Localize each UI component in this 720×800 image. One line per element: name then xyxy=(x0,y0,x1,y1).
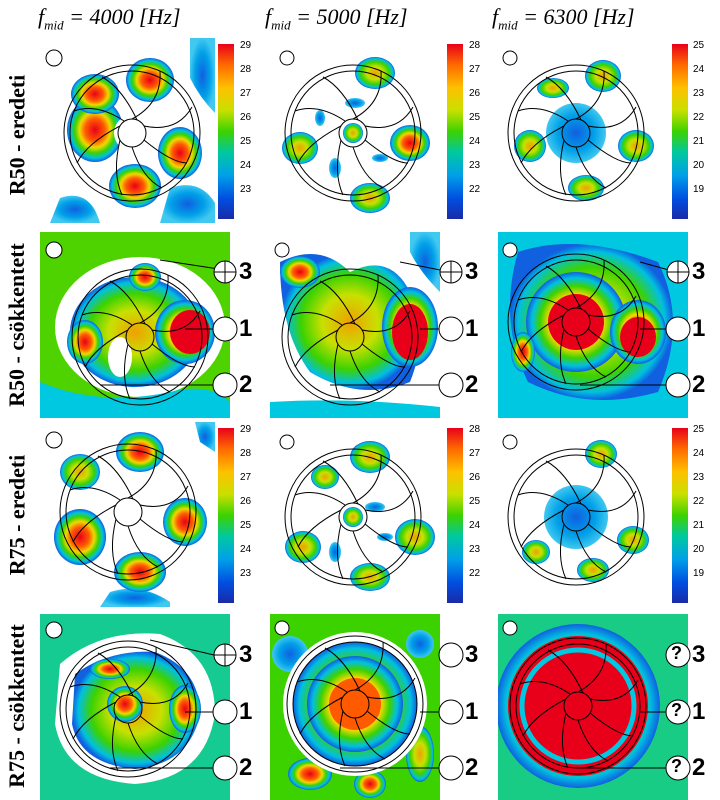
marker-circle-3 xyxy=(438,642,464,668)
plot-r50-eredeti-5000 xyxy=(275,38,445,223)
marker-label-1: 1 xyxy=(239,315,253,342)
colorbar-5000-row1 xyxy=(447,44,463,219)
marker-label-1: 1 xyxy=(465,315,479,342)
marker-label-3: 3 xyxy=(692,641,706,668)
marker-label-2: 2 xyxy=(692,754,706,781)
marker-question-2: ? xyxy=(671,756,682,776)
marker-label-3: 3 xyxy=(465,641,479,668)
plot-r50-eredeti-6300 xyxy=(498,38,668,223)
header-5000hz: fmid = 5000 [Hz] xyxy=(265,4,408,33)
marker-label-1: 1 xyxy=(239,698,253,725)
row-label-r50-csokkentett: R50 - csökkentett xyxy=(4,243,30,407)
plot-r75-eredeti-4000 xyxy=(40,422,215,607)
colorbar-6300-row3 xyxy=(672,428,688,603)
marker-label-3: 3 xyxy=(239,258,253,285)
marker-label-1: 1 xyxy=(692,315,706,342)
marker-label-2: 2 xyxy=(239,371,253,398)
plot-r75-csokkentett-4000 xyxy=(40,614,230,800)
marker-question-3: ? xyxy=(671,643,682,663)
marker-label-2: 2 xyxy=(239,754,253,781)
marker-circle-2 xyxy=(438,372,464,398)
marker-label-1: 1 xyxy=(692,698,706,725)
plot-r75-csokkentett-5000 xyxy=(270,614,440,800)
plot-r50-csokkentett-5000 xyxy=(270,232,440,418)
plot-r75-eredeti-6300 xyxy=(498,422,668,607)
header-4000hz: fmid = 4000 [Hz] xyxy=(38,4,181,33)
plot-r75-eredeti-5000 xyxy=(275,422,445,607)
colorbar-4000-row3 xyxy=(218,428,234,603)
marker-label-3: 3 xyxy=(465,258,479,285)
marker-label-1: 1 xyxy=(465,698,479,725)
marker-label-3: 3 xyxy=(692,258,706,285)
marker-circle-1 xyxy=(438,699,464,725)
marker-question-1: ? xyxy=(671,700,682,720)
marker-circle-3 xyxy=(439,260,463,284)
colorbar-5000-row3 xyxy=(447,428,463,603)
marker-label-2: 2 xyxy=(465,371,479,398)
colorbar-4000-row1 xyxy=(218,44,234,219)
marker-label-3: 3 xyxy=(239,641,253,668)
plot-r50-csokkentett-4000 xyxy=(40,232,230,418)
row-label-r50-eredeti: R50 - eredeti xyxy=(4,74,29,196)
plot-r50-eredeti-4000 xyxy=(40,38,215,223)
marker-circle-2 xyxy=(438,755,464,781)
marker-label-2: 2 xyxy=(465,754,479,781)
plot-r50-csokkentett-6300 xyxy=(498,232,688,418)
plot-r75-csokkentett-6300 xyxy=(498,614,688,800)
marker-label-2: 2 xyxy=(692,371,706,398)
colorbar-6300-row1 xyxy=(672,44,688,219)
row-label-r75-csokkentett: R75 - csökkentett xyxy=(4,624,30,788)
header-6300hz: fmid = 6300 [Hz] xyxy=(492,4,635,33)
marker-circle-1 xyxy=(438,316,464,342)
row-label-r75-eredeti: R75 - eredeti xyxy=(4,454,29,576)
